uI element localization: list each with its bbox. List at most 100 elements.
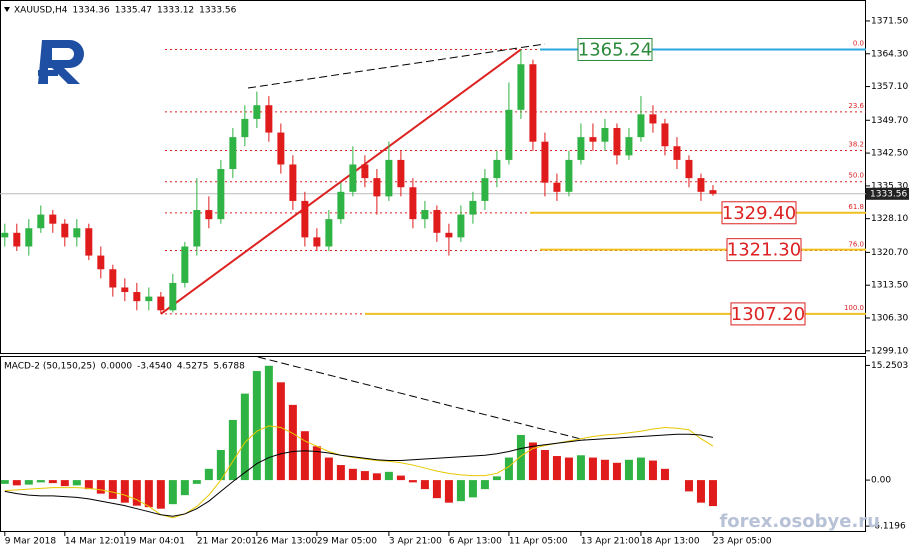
macd-bar bbox=[708, 480, 717, 507]
y-tick-label: 1349.70 bbox=[871, 116, 908, 126]
logo bbox=[38, 40, 84, 84]
y-tick-label: 1342.50 bbox=[871, 149, 908, 159]
header-value: 1333.56 bbox=[199, 6, 236, 16]
macd-bar bbox=[480, 480, 489, 490]
price-label: 1365.24 bbox=[578, 39, 652, 60]
macd-bar bbox=[648, 460, 657, 481]
macd-bar bbox=[216, 450, 225, 481]
y-tick-label: 1306.30 bbox=[871, 314, 908, 324]
fib-label: 76.0 bbox=[848, 240, 864, 248]
price-label: 1329.40 bbox=[722, 203, 796, 224]
macd-bar bbox=[264, 365, 273, 481]
macd-bar bbox=[192, 480, 201, 484]
candle-body bbox=[61, 223, 69, 238]
candle-body bbox=[553, 182, 561, 192]
price-label-box bbox=[726, 238, 802, 262]
candle-body bbox=[517, 64, 525, 110]
macd-bar bbox=[384, 471, 393, 481]
x-tick-label: 23 Apr 05:00 bbox=[713, 537, 772, 547]
x-tick-label: 29 Mar 05:00 bbox=[317, 537, 377, 547]
x-tick-label: 6 Apr 13:00 bbox=[449, 537, 502, 547]
x-tick-label: 3 Apr 21:00 bbox=[389, 537, 442, 547]
y-tick-label: 1335.30 bbox=[871, 181, 908, 191]
x-tick-label: 18 Apr 13:00 bbox=[641, 537, 700, 547]
candle-body bbox=[217, 169, 225, 220]
candle-body bbox=[469, 200, 477, 215]
macd-bar bbox=[180, 480, 189, 496]
macd-header-value: 5.6788 bbox=[213, 362, 245, 372]
header-value: 1334.36 bbox=[73, 6, 110, 16]
candle-body bbox=[253, 105, 261, 119]
macd-bar bbox=[120, 480, 129, 503]
candle-body bbox=[277, 132, 285, 165]
y-tick-label: 1313.50 bbox=[871, 281, 908, 291]
header-value: 1333.12 bbox=[157, 6, 194, 16]
candle-body bbox=[73, 228, 81, 238]
macd-header-value: -3.4540 bbox=[137, 362, 172, 372]
macd-bar bbox=[60, 480, 69, 487]
macd-bar bbox=[528, 442, 537, 481]
macd-bar bbox=[0, 480, 9, 484]
price-label: 1307.20 bbox=[731, 304, 805, 325]
trend-line bbox=[247, 43, 546, 89]
macd-bar bbox=[540, 450, 549, 481]
macd-bar bbox=[612, 462, 621, 481]
candle-body bbox=[649, 114, 657, 124]
macd-header-value: 4.5275 bbox=[177, 362, 209, 372]
macd-bar bbox=[372, 473, 381, 481]
candle-body bbox=[685, 159, 693, 179]
candle-body bbox=[169, 282, 177, 311]
x-tick-label: 14 Mar 12:01 bbox=[65, 537, 125, 547]
macd-bar bbox=[252, 371, 261, 481]
macd-bar bbox=[240, 393, 249, 481]
candle-body bbox=[229, 137, 237, 170]
candle-body bbox=[157, 296, 165, 311]
macd-bar bbox=[276, 382, 285, 481]
macd-bar bbox=[444, 480, 453, 503]
candle-body bbox=[25, 228, 33, 247]
macd-bar bbox=[204, 468, 213, 481]
candle-body bbox=[697, 178, 705, 192]
x-tick-label: 21 Mar 20:01 bbox=[197, 537, 257, 547]
macd-bar bbox=[636, 457, 645, 481]
macd-bar bbox=[432, 480, 441, 499]
macd-bar bbox=[552, 456, 561, 481]
candle-body bbox=[625, 137, 633, 156]
y-tick-label: 15.2503 bbox=[871, 361, 908, 371]
price-label-box bbox=[577, 37, 653, 61]
macd-bar bbox=[96, 480, 105, 494]
candle-body bbox=[445, 232, 453, 238]
y-tick-label: 1299.10 bbox=[871, 346, 908, 356]
candle-body bbox=[325, 219, 333, 247]
x-tick-label: 9 Mar 2018 bbox=[5, 537, 57, 547]
price-label-box bbox=[721, 201, 797, 225]
macd-bar bbox=[360, 471, 369, 481]
candle-body bbox=[661, 123, 669, 147]
y-tick-label: 0.00 bbox=[871, 476, 891, 486]
candle-body bbox=[421, 210, 429, 220]
fib-label: 61.8 bbox=[848, 203, 864, 211]
macd-bar bbox=[84, 480, 93, 490]
macd-bar bbox=[600, 459, 609, 481]
y-tick-label: 1328.10 bbox=[871, 214, 908, 224]
candle-body bbox=[109, 269, 117, 288]
macd-bar bbox=[456, 480, 465, 502]
candle-body bbox=[97, 255, 105, 270]
candle-body bbox=[205, 210, 213, 220]
y-tick-label: 1371.50 bbox=[871, 16, 908, 26]
candle-body bbox=[373, 178, 381, 197]
macd-bar bbox=[660, 468, 669, 481]
macd-bar bbox=[396, 475, 405, 481]
current-price-box bbox=[866, 187, 909, 200]
candle-body bbox=[13, 232, 21, 247]
macd-line bbox=[4, 433, 714, 517]
y-tick-label: 1364.30 bbox=[871, 49, 908, 59]
x-tick-label: 19 Mar 04:01 bbox=[125, 537, 185, 547]
fib-label: 38.2 bbox=[848, 140, 864, 148]
macd-bar bbox=[420, 480, 429, 490]
candle-body bbox=[349, 164, 357, 192]
candle-body bbox=[613, 128, 621, 156]
watermark: forex.osobye.ru bbox=[719, 511, 880, 532]
